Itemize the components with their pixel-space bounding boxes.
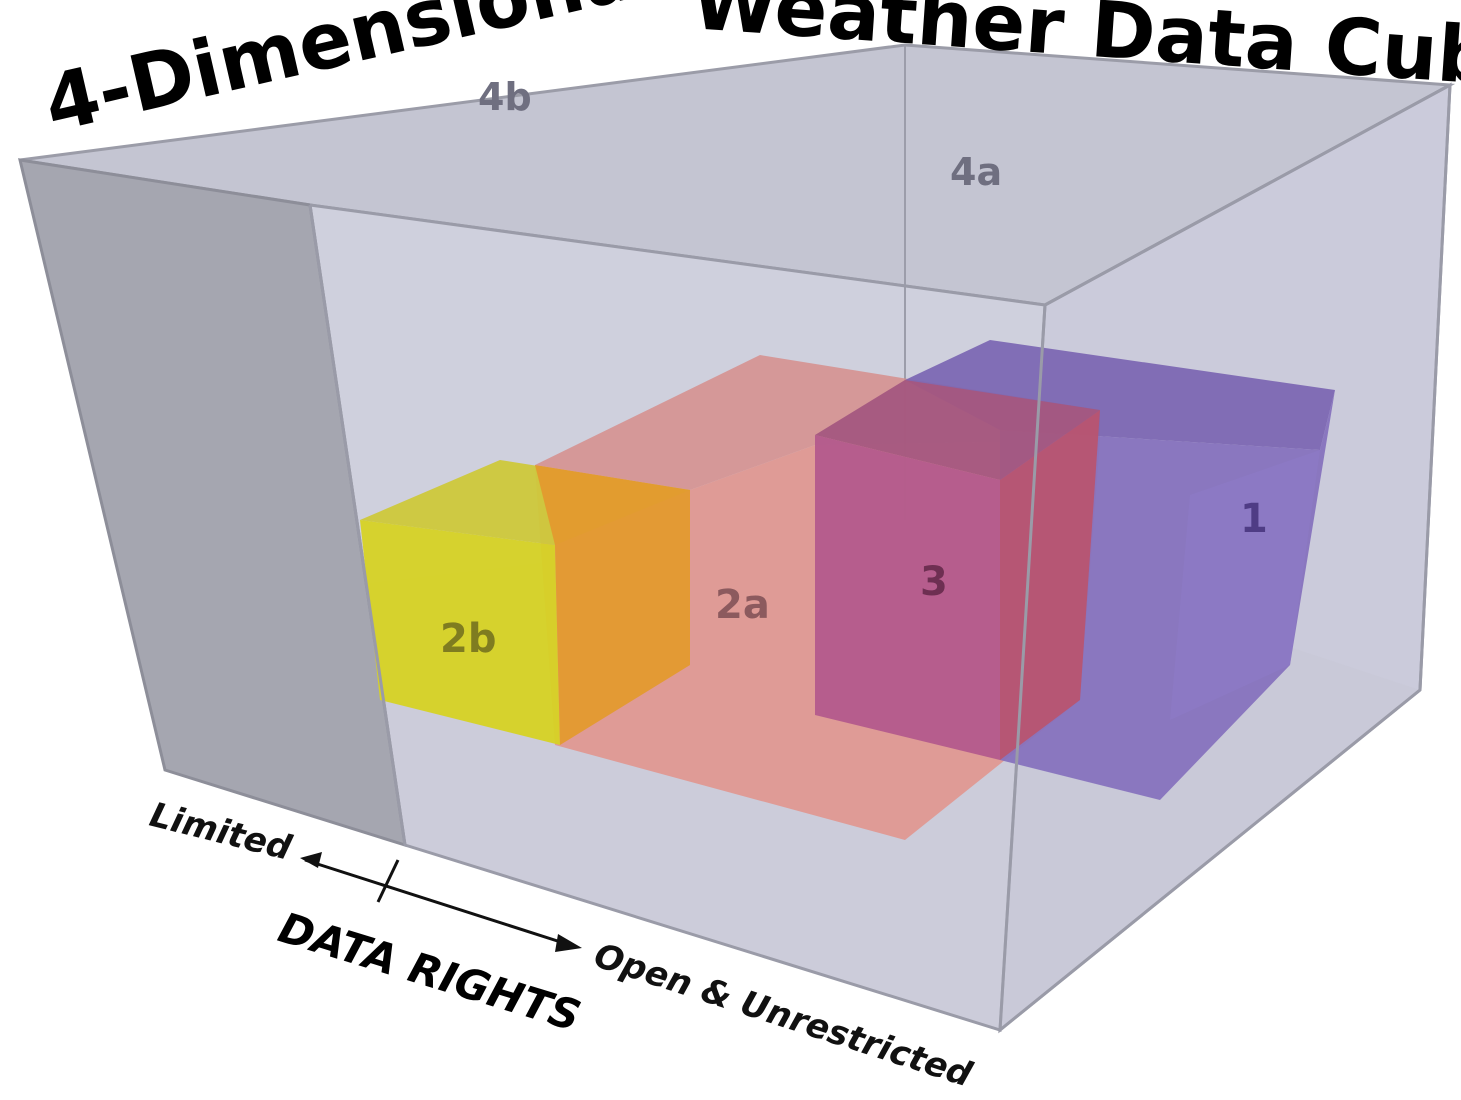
outer-cube-edge-right [1418, 84, 1452, 691]
region-label-1: 1 [1240, 496, 1268, 542]
axis-title: DATA RIGHTS [273, 903, 586, 1041]
region-2b-front [360, 520, 560, 745]
axis-tick [376, 859, 400, 903]
region-label-2b: 2b [440, 616, 496, 662]
axis-arrow-right-icon [555, 934, 582, 952]
axis-low-label: Limited [146, 795, 296, 869]
region-label-4b: 4b [478, 75, 532, 119]
region-3-front [815, 435, 1000, 760]
region-1-side [1170, 450, 1320, 720]
data-rights-axis [300, 852, 582, 952]
outer-cube-edge-bottom-right [999, 688, 1421, 1032]
region-overlap-2a-2b [535, 465, 690, 745]
region-3-top [815, 380, 1100, 480]
region-3-side [1000, 410, 1100, 760]
axis-line [304, 858, 571, 947]
axis-arrow-left-icon [300, 852, 322, 868]
region-label-3: 3 [920, 559, 948, 605]
region-label-4a: 4a [950, 150, 1002, 194]
region-label-2a: 2a [715, 582, 770, 628]
outer-cube-edge-top [1044, 83, 1451, 307]
